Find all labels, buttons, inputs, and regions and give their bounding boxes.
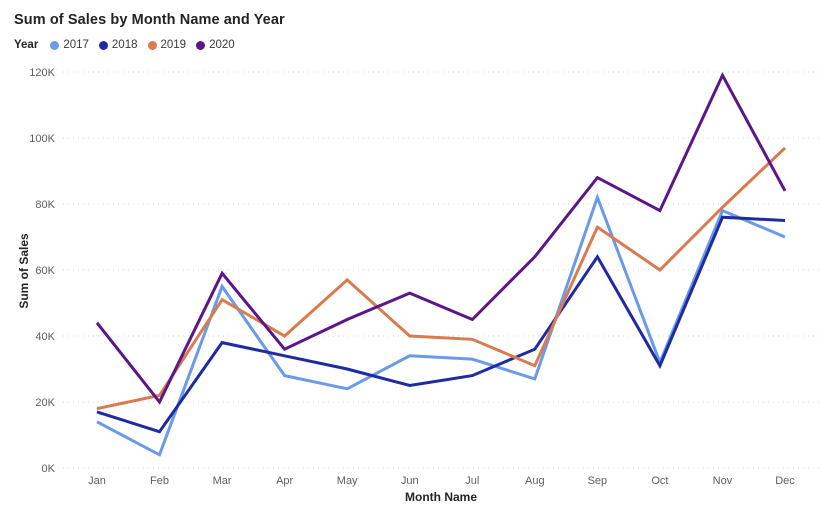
- x-tick-label: Aug: [525, 475, 545, 487]
- series-line-2020[interactable]: [95, 71, 787, 405]
- legend-title: Year: [14, 39, 39, 51]
- legend-marker-2017: [50, 40, 60, 50]
- x-tick-label: Jun: [401, 475, 419, 487]
- legend-item-label: 2020: [209, 39, 235, 51]
- y-axis-title: Sum of Sales: [17, 233, 31, 309]
- x-tick-label: Sep: [588, 475, 608, 487]
- series-line-2017[interactable]: [96, 192, 786, 457]
- x-axis-title: Month Name: [405, 490, 477, 504]
- legend-marker-2019: [147, 40, 157, 50]
- legend-item-label: 2017: [63, 39, 89, 51]
- legend: Year 2017 2018 2019 2020: [14, 39, 235, 51]
- y-tick-label: 20K: [35, 397, 55, 409]
- y-tick-label: 0K: [42, 463, 56, 475]
- legend-marker-2018: [98, 40, 108, 50]
- series-line-2018[interactable]: [96, 215, 786, 434]
- x-tick-label: Jan: [88, 475, 106, 487]
- legend-item-2019[interactable]: 2019: [147, 39, 187, 51]
- x-tick-label: Dec: [775, 475, 795, 487]
- y-tick-label: 40K: [35, 331, 55, 343]
- x-tick-label: Apr: [276, 475, 293, 487]
- legend-item-2017[interactable]: 2017: [50, 39, 89, 51]
- y-tick-label: 60K: [35, 265, 55, 277]
- y-tick-label: 100K: [29, 133, 55, 145]
- series-line-2019[interactable]: [96, 146, 787, 411]
- chart-title: Sum of Sales by Month Name and Year: [14, 12, 285, 28]
- legend-item-2020[interactable]: 2020: [196, 39, 235, 51]
- x-tick-label: Mar: [213, 475, 232, 487]
- x-tick-label: Nov: [713, 475, 733, 487]
- legend-item-label: 2018: [111, 39, 138, 51]
- legend-item-2018[interactable]: 2018: [98, 39, 138, 51]
- x-tick-label: Feb: [150, 475, 169, 487]
- y-tick-label: 80K: [35, 199, 55, 211]
- x-tick-label: Jul: [465, 475, 479, 487]
- legend-marker-2020: [196, 40, 206, 50]
- x-tick-label: May: [337, 475, 358, 487]
- x-tick-label: Oct: [651, 475, 668, 487]
- legend-item-label: 2019: [160, 39, 187, 51]
- y-tick-label: 120K: [29, 67, 55, 79]
